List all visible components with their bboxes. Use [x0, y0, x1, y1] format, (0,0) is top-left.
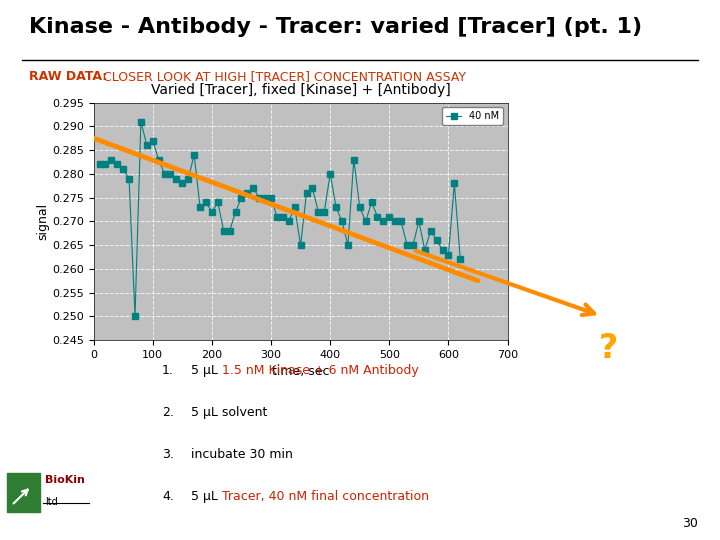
Legend: 40 nM: 40 nM: [443, 107, 503, 125]
Text: 1.5 nM Kinase + 6 nM Antibody: 1.5 nM Kinase + 6 nM Antibody: [222, 364, 419, 377]
Text: 5 μL: 5 μL: [191, 364, 222, 377]
X-axis label: time, sec: time, sec: [272, 366, 329, 379]
Text: 30: 30: [683, 517, 698, 530]
Text: BioKin: BioKin: [45, 475, 85, 485]
Text: CLOSER LOOK AT HIGH [TRACER] CONCENTRATION ASSAY: CLOSER LOOK AT HIGH [TRACER] CONCENTRATI…: [99, 70, 467, 83]
Text: RAW DATA:: RAW DATA:: [29, 70, 107, 83]
Text: incubate 30 min: incubate 30 min: [191, 448, 292, 461]
Title: Varied [Tracer], fixed [Kinase] + [Antibody]: Varied [Tracer], fixed [Kinase] + [Antib…: [150, 83, 451, 97]
Text: Kinase - Antibody - Tracer: varied [Tracer] (pt. 1): Kinase - Antibody - Tracer: varied [Trac…: [29, 17, 642, 37]
Text: ?: ?: [599, 332, 618, 365]
Text: 2.: 2.: [162, 406, 174, 419]
Text: 3.: 3.: [162, 448, 174, 461]
Bar: [7, 473, 40, 512]
Text: 5 μL solvent: 5 μL solvent: [191, 406, 267, 419]
Text: Tracer, 40 nM final concentration: Tracer, 40 nM final concentration: [222, 490, 429, 503]
Text: 1.: 1.: [162, 364, 174, 377]
Y-axis label: signal: signal: [36, 203, 49, 240]
Text: 4.: 4.: [162, 490, 174, 503]
Text: ltd: ltd: [45, 497, 58, 507]
Text: 5 μL: 5 μL: [191, 490, 222, 503]
